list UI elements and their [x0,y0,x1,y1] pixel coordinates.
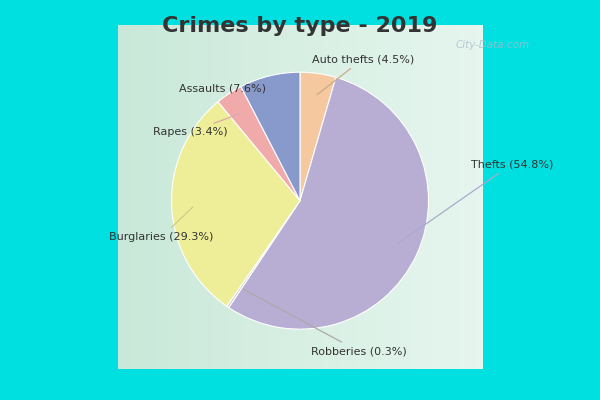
Text: Crimes by type - 2019: Crimes by type - 2019 [163,16,437,36]
Text: Auto thefts (4.5%): Auto thefts (4.5%) [311,54,414,95]
Wedge shape [227,201,300,308]
Text: City-Data.com: City-Data.com [455,40,529,50]
Wedge shape [229,77,428,329]
Wedge shape [300,72,336,201]
Text: Rapes (3.4%): Rapes (3.4%) [153,114,239,137]
Text: Burglaries (29.3%): Burglaries (29.3%) [109,207,214,242]
Text: Thefts (54.8%): Thefts (54.8%) [398,159,553,244]
Wedge shape [218,87,300,201]
Text: Robberies (0.3%): Robberies (0.3%) [243,289,406,356]
Text: Assaults (7.6%): Assaults (7.6%) [179,83,272,98]
Wedge shape [241,72,300,201]
Wedge shape [172,102,300,306]
